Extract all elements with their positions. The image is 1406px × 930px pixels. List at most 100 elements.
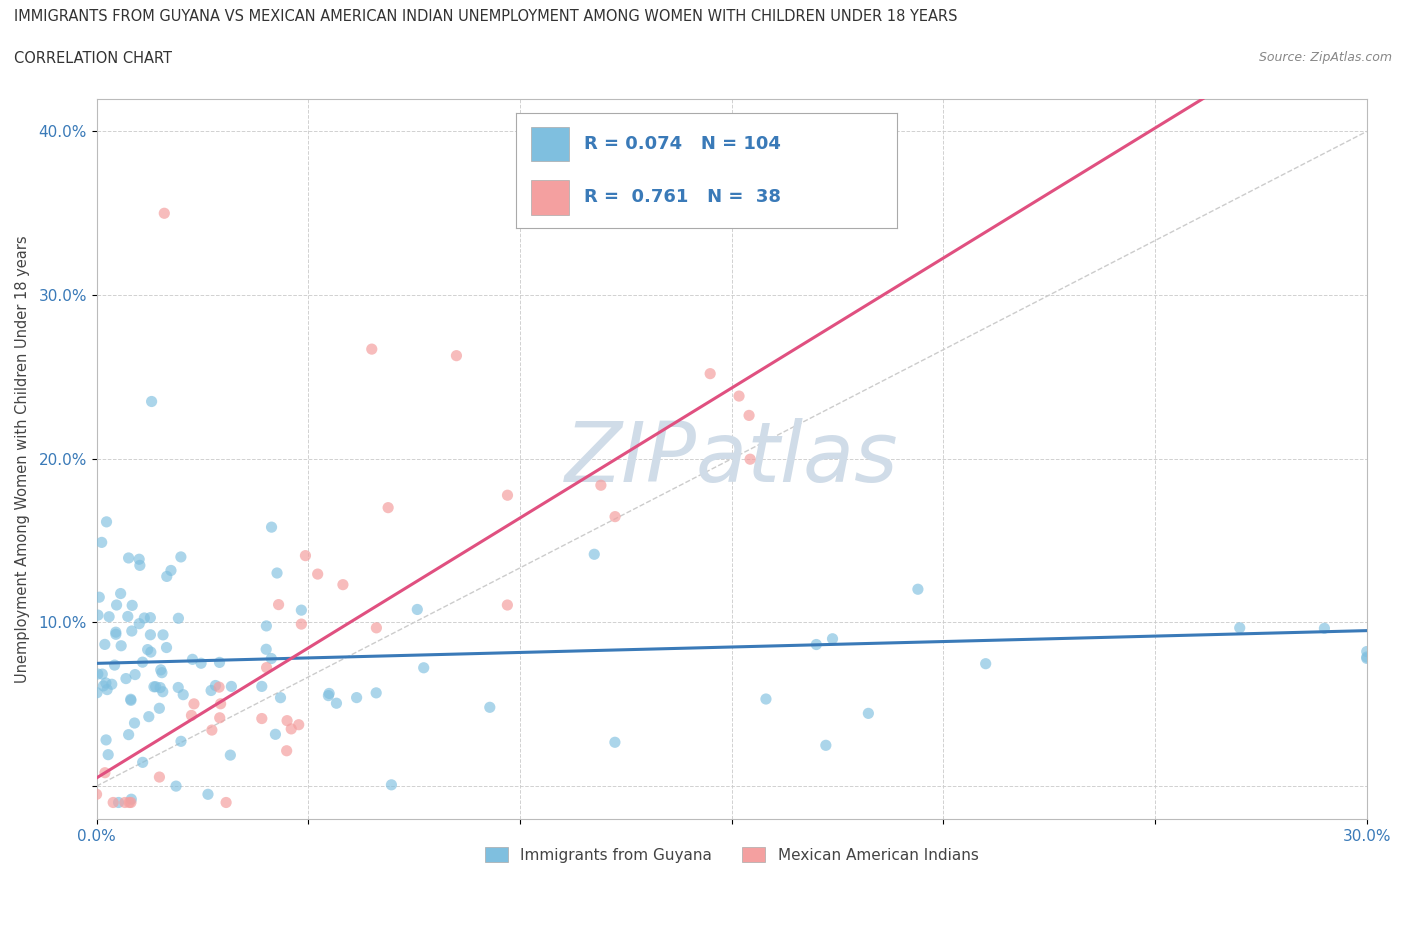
Point (380, 777, 402, 792)
Point (264, 727, 287, 742)
Point (139, 610, 162, 625)
Point (167, 611, 190, 626)
Point (142, 679, 165, 694)
Point (124, 715, 146, 730)
Point (86, 787, 108, 802)
Point (260, 651, 283, 666)
Point (290, 617, 312, 631)
Point (406, 602, 429, 617)
Point (603, 510, 626, 525)
Point (128, 558, 150, 573)
Point (738, 408, 761, 423)
Point (153, 206, 176, 220)
Point (290, 603, 312, 618)
Point (583, 547, 606, 562)
Point (346, 690, 368, 705)
Point (115, 671, 138, 686)
Point (204, 678, 226, 693)
Point (190, 656, 212, 671)
Point (148, 770, 170, 785)
Point (181, 652, 204, 667)
Point (496, 598, 519, 613)
Point (318, 686, 340, 701)
Point (360, 341, 382, 356)
Text: Source: ZipAtlas.com: Source: ZipAtlas.com (1258, 51, 1392, 64)
Point (136, 643, 159, 658)
Point (96, 682, 118, 697)
Point (208, 680, 231, 695)
Point (215, 795, 238, 810)
Text: IMMIGRANTS FROM GUYANA VS MEXICAN AMERICAN INDIAN UNEMPLOYMENT AMONG WOMEN WITH : IMMIGRANTS FROM GUYANA VS MEXICAN AMERIC… (14, 9, 957, 24)
Point (165, 778, 187, 793)
Point (150, 665, 173, 680)
Legend: Immigrants from Guyana, Mexican American Indians: Immigrants from Guyana, Mexican American… (479, 841, 984, 869)
Point (148, 701, 170, 716)
Point (728, 389, 751, 404)
Point (152, 628, 174, 643)
Point (307, 566, 329, 581)
Point (120, 692, 142, 707)
Point (149, 680, 172, 695)
Point (94, 675, 117, 690)
Point (104, 625, 127, 640)
Point (90, 535, 112, 550)
Point (103, 658, 125, 672)
Point (1355, 644, 1378, 659)
Point (86, 685, 108, 700)
Point (105, 598, 128, 613)
Point (266, 565, 288, 580)
Point (219, 748, 242, 763)
Point (139, 628, 162, 643)
Point (755, 692, 778, 707)
Point (128, 551, 150, 566)
Point (814, 737, 837, 752)
Point (120, 791, 142, 806)
Point (974, 657, 997, 671)
Point (267, 597, 290, 612)
Point (209, 697, 232, 711)
Point (107, 795, 129, 810)
Point (478, 700, 501, 715)
Point (412, 660, 434, 675)
Point (91, 667, 114, 682)
Point (270, 690, 292, 705)
Point (197, 787, 219, 802)
Point (139, 644, 162, 659)
Point (366, 620, 388, 635)
Point (131, 755, 153, 770)
Point (149, 662, 172, 677)
Point (366, 685, 388, 700)
Point (155, 640, 177, 655)
Text: ZIPatlas: ZIPatlas (565, 418, 898, 499)
Point (1229, 620, 1251, 635)
Point (1355, 649, 1378, 664)
Point (180, 708, 202, 723)
Point (117, 727, 139, 742)
Point (260, 520, 283, 535)
Point (318, 688, 340, 703)
Point (858, 706, 880, 721)
Point (446, 348, 468, 363)
Y-axis label: Unemployment Among Women with Children Under 18 years: Unemployment Among Women with Children U… (15, 235, 30, 683)
Point (134, 611, 156, 626)
Point (141, 394, 163, 409)
Point (907, 582, 929, 597)
Point (100, 677, 122, 692)
Point (821, 631, 844, 646)
Point (104, 627, 127, 642)
Point (294, 548, 316, 563)
Point (114, 795, 136, 810)
Point (118, 795, 141, 810)
Point (138, 710, 160, 724)
Point (201, 723, 224, 737)
Point (121, 624, 143, 639)
Point (603, 735, 626, 750)
Point (94, 765, 117, 780)
Point (699, 366, 721, 381)
Point (120, 693, 142, 708)
Point (1313, 621, 1336, 636)
Point (87, 607, 110, 622)
Point (89, 590, 111, 604)
Point (254, 642, 277, 657)
Point (110, 638, 132, 653)
